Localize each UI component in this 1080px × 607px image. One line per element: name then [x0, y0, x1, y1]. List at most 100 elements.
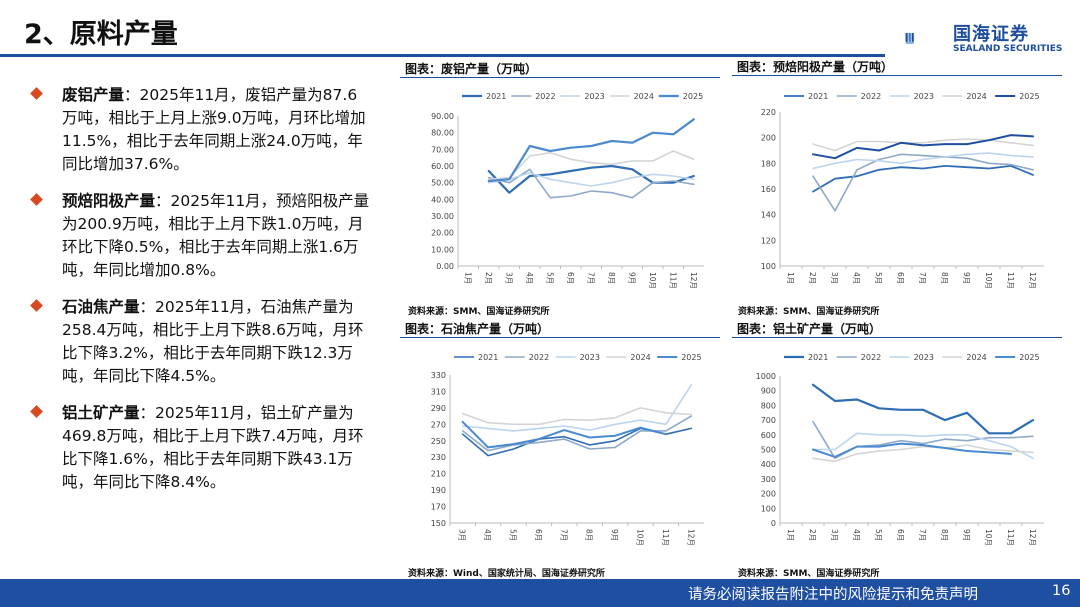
y-tick-label: 500 — [761, 446, 776, 455]
y-tick-label: 100 — [761, 504, 776, 513]
x-tick-label: 4月 — [852, 529, 861, 541]
series-line-2024 — [461, 407, 693, 426]
series-line-2021 — [811, 383, 1035, 435]
x-tick-label: 1月 — [463, 272, 472, 284]
bullet-body: ：2025年11月，废铝产量为87.6万吨，相比于上月上涨9.0万吨，月环比增加… — [62, 86, 366, 173]
panel-title-rule — [400, 337, 720, 338]
series-line-2022 — [488, 168, 695, 199]
legend-label: 2021 — [808, 353, 828, 362]
chart-title-bauxite: 图表：铝土矿产量（万吨） — [737, 322, 882, 336]
x-tick-label: 3月 — [458, 529, 467, 541]
diamond-bullet-icon — [30, 299, 43, 312]
diamond-bullet-icon — [30, 87, 43, 100]
x-tick-label: 2月 — [808, 272, 817, 284]
bullet-body: ：2025年11月，预焙阳极产量为200.9万吨，相比于上月下跌1.0万吨，月环… — [62, 192, 370, 279]
legend-label: 2022 — [861, 353, 881, 362]
diamond-bullet-icon — [30, 193, 43, 206]
chart-prebaked-anode: 2021 2022 2023 2024 2025 100 120 140 160 180 200 22… — [761, 92, 1044, 289]
chart-title-scrap-aluminum: 图表：废铝产量（万吨） — [405, 62, 538, 76]
legend-label: 2024 — [966, 353, 986, 362]
chart-title-petroleum-coke: 图表：石油焦产量（万吨） — [405, 322, 550, 336]
legend-label: 2025 — [683, 92, 703, 101]
y-tick-label: 800 — [761, 401, 776, 410]
title-divider — [0, 54, 885, 57]
y-tick-label: 80.00 — [431, 129, 454, 138]
x-tick-label: 10月 — [648, 272, 657, 289]
x-tick-label: 7月 — [559, 529, 568, 541]
bullet-item-prebaked-anode: 预焙阳极产量：2025年11月，预焙阳极产量为200.9万吨，相比于上月下跌1.… — [30, 190, 370, 282]
chart-legend: 2021 2022 2023 2024 2025 — [784, 353, 1040, 362]
x-tick-label: 8月 — [940, 272, 949, 284]
x-tick-label: 12月 — [689, 272, 698, 289]
panel-title-rule — [732, 75, 1062, 76]
series-line-2025 — [461, 420, 667, 449]
legend-label: 2021 — [808, 92, 828, 101]
y-tick-label: 200 — [761, 490, 776, 499]
y-tick-label: 400 — [761, 460, 776, 469]
footer-disclaimer: 请务必阅读报告附注中的风险提示和免责声明 — [688, 587, 978, 603]
series-line-2023 — [812, 432, 1034, 460]
y-tick-label: 50.00 — [431, 179, 454, 188]
series-line-2025 — [812, 134, 1034, 160]
y-tick-label: 300 — [761, 475, 776, 484]
x-tick-label: 6月 — [896, 529, 905, 541]
y-tick-label: 190 — [431, 486, 446, 495]
series-line-2023 — [488, 171, 695, 187]
series-line-2021 — [487, 164, 695, 194]
x-tick-label: 8月 — [585, 529, 594, 541]
y-tick-label: 0 — [771, 519, 776, 528]
legend-label: 2025 — [1019, 92, 1039, 101]
y-tick-label: 200 — [761, 134, 776, 143]
legend-label: 2023 — [584, 92, 604, 101]
y-tick-label: 0.00 — [436, 262, 454, 271]
x-tick-label: 2月 — [808, 529, 817, 541]
y-tick-label: 70.00 — [431, 145, 454, 154]
legend-label: 2024 — [966, 92, 986, 101]
x-tick-label: 12月 — [1028, 529, 1037, 546]
bullet-item-petroleum-coke: 石油焦产量：2025年11月，石油焦产量为258.4万吨，相比于上月下跌8.6万… — [30, 296, 370, 388]
y-tick-label: 170 — [431, 503, 446, 512]
y-tick-label: 60.00 — [431, 162, 454, 171]
x-tick-label: 5月 — [874, 272, 883, 284]
y-tick-label: 600 — [761, 431, 776, 440]
y-tick-label: 210 — [431, 470, 446, 479]
bullet-list: 废铝产量：2025年11月，废铝产量为87.6万吨，相比于上月上涨9.0万吨，月… — [30, 84, 370, 508]
y-tick-label: 20.00 — [431, 229, 454, 238]
y-tick-label: 100 — [761, 262, 776, 271]
x-tick-label: 10月 — [636, 529, 645, 546]
x-tick-label: 3月 — [830, 272, 839, 284]
x-tick-label: 12月 — [686, 529, 695, 546]
chart-petroleum-coke: 2021 2022 2023 2024 2025 150 170 190 210 230 250 27… — [431, 353, 704, 546]
x-tick-label: 11月 — [1006, 529, 1015, 546]
legend-label: 2021 — [486, 92, 506, 101]
chart-title-prebaked-anode: 图表：预焙阳极产量（万吨） — [737, 60, 894, 74]
y-tick-label: 330 — [431, 371, 446, 380]
series-line-2021 — [812, 165, 1034, 193]
series-line-2025 — [812, 442, 1012, 458]
x-tick-label: 6月 — [566, 272, 575, 284]
bullet-item-bauxite: 铝土矿产量：2025年11月，铝土矿产量为469.8万吨，相比于上月下跌7.4万… — [30, 402, 370, 494]
bullet-body: ：2025年11月，石油焦产量为258.4万吨，相比于上月下跌8.6万吨，月环比… — [62, 298, 364, 385]
legend-label: 2024 — [634, 92, 654, 101]
x-tick-label: 4月 — [525, 272, 534, 284]
chart-source-scrap-aluminum: 资料来源：SMM、国海证券研究所 — [408, 307, 550, 317]
series-line-2022 — [812, 153, 1034, 212]
y-tick-label: 900 — [761, 387, 776, 396]
x-tick-label: 7月 — [586, 272, 595, 284]
y-tick-label: 90.00 — [431, 112, 454, 121]
chart-source-prebaked-anode: 资料来源：SMM、国海证券研究所 — [738, 307, 880, 317]
x-tick-label: 9月 — [610, 529, 619, 541]
legend-label: 2022 — [529, 353, 549, 362]
x-tick-label: 6月 — [896, 272, 905, 284]
legend-label: 2022 — [861, 92, 881, 101]
y-tick-label: 220 — [761, 108, 776, 117]
chart-legend: 2021 2022 2023 2024 2025 — [454, 353, 702, 362]
x-tick-label: 11月 — [1006, 272, 1015, 289]
logo-name-cn: 国海证券 — [953, 24, 1029, 45]
x-tick-label: 10月 — [984, 272, 993, 289]
x-tick-label: 9月 — [962, 529, 971, 541]
series-line-2025 — [487, 118, 695, 183]
chart-legend: 2021 2022 2023 2024 2025 — [784, 92, 1040, 101]
bullet-body: ：2025年11月，铝土矿产量为469.8万吨，相比于上月下跌7.4万吨，月环比… — [62, 404, 364, 491]
y-tick-label: 270 — [431, 420, 446, 429]
